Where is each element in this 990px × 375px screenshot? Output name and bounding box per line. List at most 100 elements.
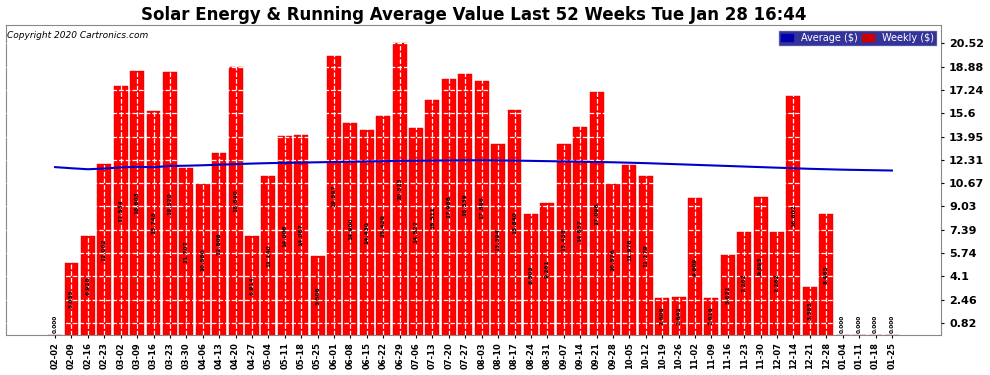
Text: 0.000: 0.000 (856, 315, 861, 333)
Bar (458, 74, 472, 334)
Text: 0.000: 0.000 (889, 315, 894, 333)
Text: 11.707: 11.707 (184, 240, 189, 263)
Bar (179, 168, 193, 334)
Text: 0.000: 0.000 (873, 315, 878, 333)
Bar (688, 198, 702, 334)
Text: 13.394: 13.394 (496, 228, 501, 251)
Bar (738, 231, 751, 334)
Text: 18.840: 18.840 (233, 189, 238, 212)
Bar (196, 184, 210, 334)
Text: 16.802: 16.802 (791, 204, 796, 227)
Text: 0.000: 0.000 (841, 315, 845, 333)
Bar (442, 79, 455, 334)
Text: 2.618: 2.618 (709, 307, 714, 326)
Text: 15.748: 15.748 (151, 211, 156, 234)
Bar (606, 184, 620, 334)
Bar (770, 231, 784, 334)
Bar (245, 237, 259, 334)
Text: 14.008: 14.008 (282, 224, 287, 246)
Title: Solar Energy & Running Average Value Last 52 Weeks Tue Jan 28 16:44: Solar Energy & Running Average Value Las… (141, 6, 806, 24)
Text: 15.840: 15.840 (512, 211, 517, 234)
Legend: Average ($), Weekly ($): Average ($), Weekly ($) (778, 30, 937, 46)
Bar (426, 100, 440, 334)
Text: 18.339: 18.339 (462, 193, 468, 216)
Bar (705, 297, 719, 334)
Bar (81, 236, 95, 334)
Text: 8.503: 8.503 (529, 265, 534, 284)
Text: 5.035: 5.035 (69, 290, 74, 308)
Text: 16.511: 16.511 (430, 206, 435, 229)
Bar (294, 135, 308, 334)
Text: 2.642: 2.642 (676, 306, 681, 325)
Text: 9.693: 9.693 (758, 256, 763, 275)
Text: Copyright 2020 Cartronics.com: Copyright 2020 Cartronics.com (8, 31, 148, 40)
Bar (590, 92, 604, 334)
Text: 7.262: 7.262 (742, 274, 746, 292)
Text: 9.609: 9.609 (693, 257, 698, 276)
Bar (623, 165, 637, 334)
Text: 17.534: 17.534 (118, 199, 123, 222)
Text: 13.438: 13.438 (561, 228, 566, 251)
Bar (229, 67, 243, 335)
Text: 17.988: 17.988 (446, 196, 451, 218)
Bar (311, 256, 325, 334)
Text: 10.576: 10.576 (611, 248, 616, 271)
Text: 11.179: 11.179 (644, 244, 648, 267)
Text: 6.928: 6.928 (85, 276, 90, 295)
Bar (721, 255, 735, 334)
Bar (671, 297, 686, 334)
Text: 14.087: 14.087 (299, 223, 304, 246)
Text: 20.523: 20.523 (397, 178, 402, 200)
Text: 14.430: 14.430 (364, 221, 369, 244)
Bar (64, 263, 78, 334)
Text: 11.140: 11.140 (266, 244, 271, 267)
Text: 18.603: 18.603 (135, 191, 140, 214)
Text: 9.261: 9.261 (544, 260, 549, 278)
Bar (820, 214, 834, 334)
Text: 12.808: 12.808 (217, 232, 222, 255)
Bar (475, 81, 489, 334)
Text: 17.096: 17.096 (594, 202, 599, 225)
Text: 2.608: 2.608 (659, 307, 664, 326)
Bar (541, 203, 554, 334)
Text: 14.900: 14.900 (347, 217, 352, 240)
Text: 18.520: 18.520 (167, 192, 172, 214)
Text: 15.420: 15.420 (381, 214, 386, 237)
Bar (786, 96, 801, 334)
Bar (655, 298, 669, 334)
Text: 3.383: 3.383 (808, 301, 813, 320)
Text: 11.976: 11.976 (627, 238, 632, 261)
Text: 7.262: 7.262 (774, 274, 779, 292)
Bar (114, 86, 128, 334)
Text: 0.000: 0.000 (52, 315, 57, 333)
Text: 14.527: 14.527 (414, 220, 419, 243)
Bar (278, 136, 292, 334)
Bar (163, 72, 177, 334)
Bar (524, 214, 538, 334)
Bar (573, 126, 587, 334)
Bar (327, 56, 341, 334)
Bar (212, 153, 226, 334)
Bar (147, 111, 160, 334)
Text: 17.886: 17.886 (479, 196, 484, 219)
Text: 5.506: 5.506 (315, 286, 320, 305)
Bar (409, 128, 423, 334)
Bar (556, 144, 570, 334)
Bar (508, 110, 522, 334)
Bar (803, 286, 817, 334)
Text: 12.002: 12.002 (102, 238, 107, 261)
Bar (753, 197, 767, 334)
Bar (261, 177, 275, 334)
Bar (130, 70, 145, 334)
Bar (344, 123, 357, 334)
Bar (393, 43, 407, 334)
Bar (97, 164, 111, 334)
Bar (491, 144, 505, 334)
Text: 10.580: 10.580 (200, 248, 205, 271)
Text: 5.621: 5.621 (726, 285, 731, 304)
Bar (639, 176, 652, 334)
Text: 14.657: 14.657 (577, 219, 583, 242)
Text: 6.914: 6.914 (249, 276, 254, 295)
Bar (376, 116, 390, 334)
Bar (359, 130, 374, 334)
